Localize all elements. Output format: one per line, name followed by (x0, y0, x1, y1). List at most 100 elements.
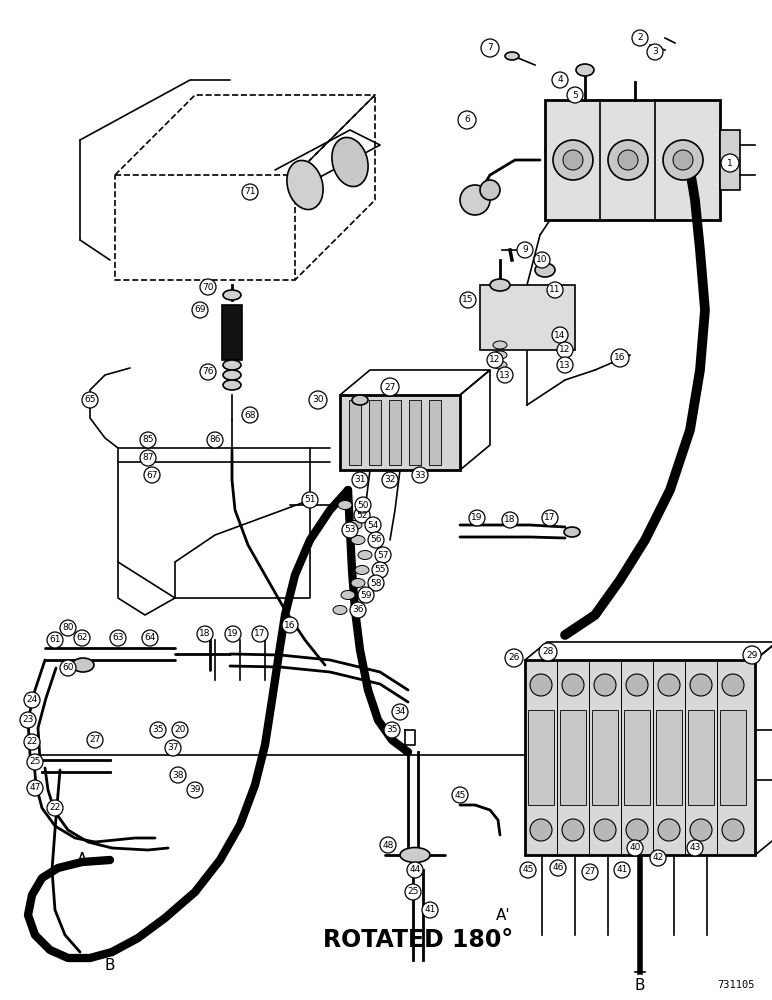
Circle shape (342, 522, 358, 538)
Text: 65: 65 (84, 395, 96, 404)
Text: 6: 6 (464, 115, 470, 124)
Circle shape (142, 630, 158, 646)
Ellipse shape (223, 290, 241, 300)
Circle shape (743, 646, 761, 664)
Circle shape (60, 620, 76, 636)
Circle shape (172, 722, 188, 738)
Text: 76: 76 (202, 367, 214, 376)
Bar (720, 130, 740, 190)
Circle shape (352, 472, 368, 488)
Circle shape (375, 547, 391, 563)
Bar (409, 400, 421, 465)
Text: 3: 3 (652, 47, 658, 56)
Ellipse shape (493, 361, 507, 369)
Circle shape (594, 819, 616, 841)
Text: 29: 29 (747, 650, 757, 660)
Circle shape (582, 864, 598, 880)
Circle shape (458, 111, 476, 129)
Ellipse shape (223, 370, 241, 380)
Circle shape (422, 902, 438, 918)
Circle shape (187, 782, 203, 798)
Circle shape (197, 626, 213, 642)
Text: 4: 4 (557, 76, 563, 85)
Circle shape (309, 391, 327, 409)
Text: 54: 54 (367, 520, 379, 530)
Text: 67: 67 (146, 471, 157, 480)
Text: 7: 7 (487, 43, 493, 52)
Text: 43: 43 (689, 844, 701, 852)
Circle shape (721, 154, 739, 172)
Circle shape (673, 150, 693, 170)
Circle shape (530, 819, 552, 841)
Text: 62: 62 (76, 634, 88, 643)
Bar (656, 710, 682, 805)
Text: 11: 11 (549, 286, 560, 294)
Circle shape (650, 850, 666, 866)
Bar (688, 710, 714, 805)
Text: 17: 17 (544, 514, 556, 522)
Circle shape (282, 617, 298, 633)
Circle shape (170, 767, 186, 783)
Text: 25: 25 (29, 758, 41, 766)
Circle shape (594, 674, 616, 696)
Ellipse shape (223, 360, 241, 370)
Text: 52: 52 (357, 510, 367, 520)
Bar (525, 660, 755, 855)
Text: 15: 15 (462, 296, 474, 304)
Circle shape (358, 587, 374, 603)
Ellipse shape (564, 527, 580, 537)
Circle shape (626, 819, 648, 841)
Circle shape (140, 450, 156, 466)
Circle shape (618, 150, 638, 170)
Text: 36: 36 (352, 605, 364, 614)
Text: 19: 19 (227, 630, 239, 639)
Circle shape (460, 292, 476, 308)
Circle shape (481, 39, 499, 57)
Text: 58: 58 (371, 578, 381, 587)
Ellipse shape (338, 500, 352, 510)
Ellipse shape (576, 64, 594, 76)
Circle shape (200, 364, 216, 380)
Bar (429, 400, 441, 465)
Ellipse shape (490, 279, 510, 291)
Text: 41: 41 (425, 906, 435, 914)
Circle shape (687, 840, 703, 856)
Ellipse shape (352, 395, 368, 405)
Text: ROTATED 180°: ROTATED 180° (323, 928, 513, 952)
Text: 57: 57 (378, 550, 389, 560)
Text: 86: 86 (209, 436, 221, 444)
Circle shape (722, 819, 744, 841)
Text: 80: 80 (63, 624, 74, 633)
Bar (369, 400, 381, 465)
Circle shape (368, 532, 384, 548)
Circle shape (550, 860, 566, 876)
Bar (222, 305, 242, 360)
Bar (624, 710, 650, 805)
Text: 17: 17 (254, 630, 266, 639)
Circle shape (47, 800, 63, 816)
Text: B: B (635, 978, 645, 992)
Text: 731105: 731105 (717, 980, 755, 990)
Text: 19: 19 (471, 514, 482, 522)
Bar (349, 400, 361, 465)
Text: 23: 23 (22, 716, 34, 724)
Text: 13: 13 (559, 360, 571, 369)
Bar (528, 710, 554, 805)
Circle shape (60, 660, 76, 676)
Text: 46: 46 (552, 863, 564, 872)
Text: 34: 34 (394, 708, 406, 716)
Circle shape (658, 674, 680, 696)
Circle shape (611, 349, 629, 367)
Circle shape (140, 432, 156, 448)
Circle shape (372, 562, 388, 578)
Circle shape (690, 674, 712, 696)
Text: 27: 27 (584, 867, 596, 876)
Text: 69: 69 (195, 306, 206, 314)
Ellipse shape (358, 550, 372, 560)
Circle shape (517, 242, 533, 258)
Ellipse shape (493, 351, 507, 359)
Text: 60: 60 (63, 664, 74, 672)
Bar (545, 100, 720, 220)
Text: 22: 22 (26, 738, 38, 746)
Text: 56: 56 (371, 536, 381, 544)
